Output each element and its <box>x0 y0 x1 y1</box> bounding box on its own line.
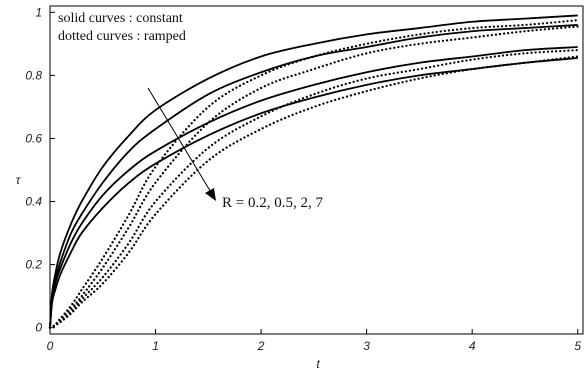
series-line-constant-2 <box>49 46 578 328</box>
x-tick-label: 0 <box>47 339 54 353</box>
x-tick-label: 2 <box>257 339 265 353</box>
y-tick-label: 1 <box>35 5 42 19</box>
series-line-ramped-6 <box>48 49 579 329</box>
x-tick-label: 5 <box>574 339 581 353</box>
legend-line-2: dotted curves : ramped <box>58 29 186 44</box>
series-layer <box>48 14 579 329</box>
arrow-head-icon <box>205 188 216 201</box>
x-axis-title: t <box>316 357 320 371</box>
series-line-ramped-7 <box>48 55 579 329</box>
y-tick-label: 0.4 <box>25 195 42 209</box>
y-tick-label: 0.2 <box>25 258 42 272</box>
annotation-arrow <box>147 87 213 195</box>
x-tick-label: 1 <box>152 339 159 353</box>
series-line-constant-1 <box>49 24 578 328</box>
y-axis: 0 0.2 0.4 0.6 0.8 1 <box>25 5 55 335</box>
y-tick-label: 0.6 <box>25 131 42 145</box>
y-axis-title: τ <box>16 173 22 187</box>
x-axis: 0 1 2 3 4 5 <box>47 329 581 353</box>
annotation-label: R = 0.2, 0.5, 2, 7 <box>222 195 323 211</box>
x-tick-label: 4 <box>469 339 476 353</box>
series-line-constant-0 <box>49 14 578 328</box>
plot-frame <box>49 5 584 335</box>
y-tick-label: 0.8 <box>25 68 42 82</box>
series-line-ramped-5 <box>48 25 579 329</box>
legend-line-1: solid curves : constant <box>58 11 183 26</box>
series-line-constant-3 <box>49 57 578 328</box>
y-tick-label: 0 <box>35 321 42 335</box>
x-tick-label: 3 <box>363 339 370 353</box>
